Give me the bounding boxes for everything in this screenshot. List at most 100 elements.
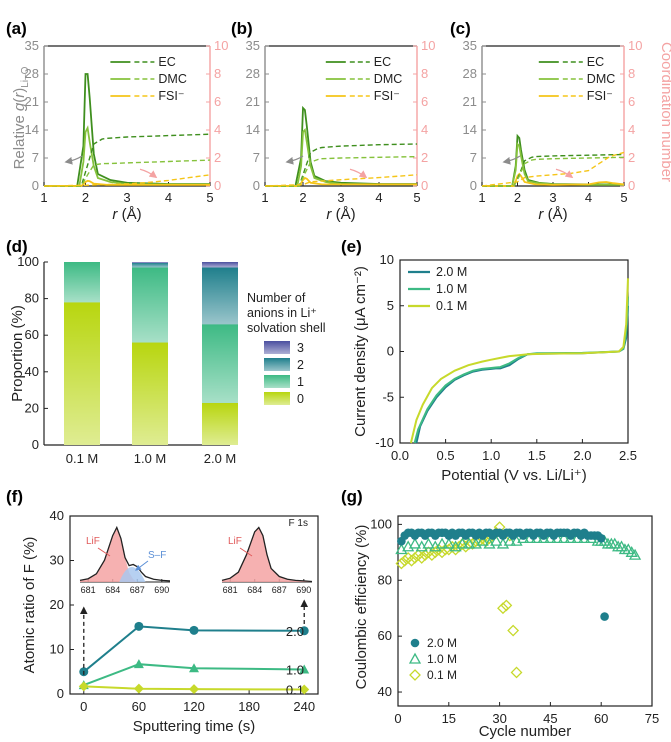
legend-swatch-overlay <box>264 392 290 405</box>
point-1.0 <box>133 659 144 669</box>
inset-label-lif: LiF <box>86 536 100 547</box>
ylabel-sub: Li–O <box>20 66 31 87</box>
point-1.0 M <box>557 532 571 544</box>
legend-label: EC <box>374 55 391 69</box>
legend-swatch-overlay <box>264 341 290 354</box>
y-tick-label: 40 <box>25 364 39 379</box>
x-tick-label: 0.1 M <box>66 451 99 466</box>
legend-label: 0.1 M <box>427 668 457 682</box>
legend-label: FSI⁻ <box>374 89 400 103</box>
x-tick-label: 60 <box>132 699 146 714</box>
x-tick-label: 1 <box>478 190 485 205</box>
legend-label: FSI⁻ <box>158 89 184 103</box>
x-tick-label: 180 <box>238 699 260 714</box>
y-tick-label: 5 <box>387 298 394 313</box>
rdf-ylabel-left: Relative g(r)Li–O <box>11 66 31 169</box>
legend-label: 1.0 M <box>427 652 457 666</box>
x-tick-label: 2.5 <box>619 448 637 463</box>
panel-label-f: (f) <box>6 487 23 506</box>
series-DMC-solid <box>482 141 624 187</box>
y-tick-label-left: 35 <box>463 38 477 53</box>
y-tick-label-left: 0 <box>253 178 260 193</box>
series-0.1 M <box>409 278 629 444</box>
chart-e: 0.0 0.5 1.0 1.5 2.0 2.5 -10 -5 0 5 10 Potential (V … <box>352 252 637 484</box>
series-FSI⁻-dashed <box>264 174 418 187</box>
point-1.0 M <box>476 534 489 546</box>
point-1.0 M <box>490 534 503 546</box>
arrow-right-axis <box>139 168 158 179</box>
series-1.0 M <box>413 296 629 444</box>
y-tick-label: 80 <box>378 572 392 587</box>
inset-label-sf: S–F <box>148 550 166 561</box>
legend-label: 2 <box>297 358 304 372</box>
x-tick-label: 1 <box>261 190 268 205</box>
bar-gradient-overlay <box>64 262 100 303</box>
y-tick-label-left: 21 <box>246 94 260 109</box>
legend-title: anions in Li⁺ <box>247 306 317 320</box>
series-FSI⁻-dashed <box>481 151 625 187</box>
legend-label: EC <box>158 55 175 69</box>
y-tick-label: 60 <box>25 327 39 342</box>
bar-gradient-overlay <box>132 262 168 268</box>
y-tick-label-right: 6 <box>628 94 635 109</box>
y-tick-label-right: 8 <box>421 66 428 81</box>
x-tick-label: 5 <box>206 190 213 205</box>
x-tick-label: 1.0 M <box>134 451 167 466</box>
plot-frame <box>397 515 653 707</box>
point-1.0 M <box>456 537 469 549</box>
point-1.0 M <box>463 537 476 549</box>
panel-label-a: (a) <box>6 19 27 38</box>
x-tick-label: 45 <box>543 711 557 726</box>
x-tick-label: 4 <box>375 190 382 205</box>
bar-gradient-overlay <box>132 262 168 263</box>
y-tick-label-left: 7 <box>253 150 260 165</box>
x-axis-label-var: r <box>326 206 332 223</box>
x-tick-label: 2 <box>82 190 89 205</box>
x-tick-label: 60 <box>594 711 608 726</box>
x-tick-label: 0 <box>394 711 401 726</box>
x-axis-label: r (Å) <box>112 206 141 223</box>
y-tick-label: 80 <box>25 291 39 306</box>
y-tick-label: 0 <box>32 437 39 452</box>
legend-label: DMC <box>158 72 186 86</box>
point-2.0 M <box>596 534 606 543</box>
inset-lif-pointer <box>239 547 253 557</box>
y-tick-label-right: 10 <box>628 38 642 53</box>
x-tick-label: 240 <box>293 699 315 714</box>
inset-lif-pointer <box>97 547 111 557</box>
series-0.1 <box>83 685 305 691</box>
x-tick-label: 0.0 <box>391 448 409 463</box>
panel-label-g: (g) <box>341 487 363 506</box>
y-tick-label-left: 14 <box>246 122 260 137</box>
x-tick-label: 1.5 <box>528 448 546 463</box>
y-tick-label-right: 0 <box>214 178 221 193</box>
bar-gradient-overlay <box>64 302 100 445</box>
x-axis-label-var: r <box>112 206 118 223</box>
ylabel-part: g <box>11 102 28 111</box>
y-tick-label-right: 8 <box>214 66 221 81</box>
inset-envelope <box>79 525 171 582</box>
x-tick-label: 30 <box>492 711 506 726</box>
point-0.1 <box>189 684 199 695</box>
y-tick-label-left: 21 <box>25 94 39 109</box>
x-tick-label: 2.0 M <box>204 451 237 466</box>
legend-label: 1.0 M <box>436 282 467 296</box>
series-1.0 <box>83 663 305 687</box>
legend-title: solvation shell <box>247 321 326 335</box>
series-FSI⁻-dashed <box>43 174 211 187</box>
y-tick-label-left: 7 <box>32 150 39 165</box>
inset-sf-pointer <box>135 560 149 571</box>
point-1.0 M <box>628 548 642 560</box>
y-tick-label-left: 28 <box>246 66 260 81</box>
point-2.0 M <box>600 612 609 621</box>
legend-title: Number of <box>247 291 306 305</box>
series-EC-dashed <box>44 133 211 187</box>
y-tick-label: 10 <box>380 252 394 267</box>
arrow-left-axis <box>64 155 83 165</box>
bar-gradient-overlay <box>202 267 238 325</box>
y-tick-label: 0 <box>387 344 394 359</box>
x-tick-label: 2 <box>299 190 306 205</box>
